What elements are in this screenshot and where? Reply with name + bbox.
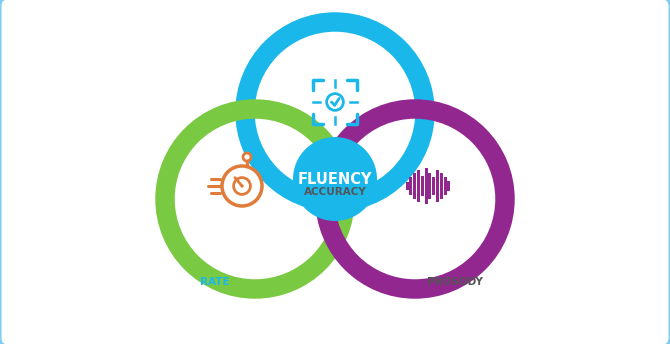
Bar xyxy=(405,182,409,190)
Bar xyxy=(436,170,439,202)
Bar xyxy=(428,173,431,199)
Circle shape xyxy=(325,109,505,289)
Bar xyxy=(432,177,436,195)
Text: PROSODY: PROSODY xyxy=(427,277,483,287)
Bar xyxy=(448,181,450,191)
Circle shape xyxy=(234,178,251,194)
Bar xyxy=(413,173,416,199)
Circle shape xyxy=(243,153,251,161)
Circle shape xyxy=(241,184,244,187)
Bar xyxy=(421,176,424,196)
Circle shape xyxy=(165,109,345,289)
Text: ACCURACY: ACCURACY xyxy=(304,187,366,197)
Bar xyxy=(440,173,443,199)
Circle shape xyxy=(222,166,262,206)
Bar xyxy=(409,177,413,195)
Bar xyxy=(417,170,420,202)
Circle shape xyxy=(327,94,343,110)
Bar xyxy=(444,177,447,195)
Text: FLUENCY: FLUENCY xyxy=(297,172,373,186)
Circle shape xyxy=(245,22,425,202)
Text: RATE: RATE xyxy=(200,277,230,287)
Circle shape xyxy=(293,137,377,221)
Bar xyxy=(425,168,427,204)
